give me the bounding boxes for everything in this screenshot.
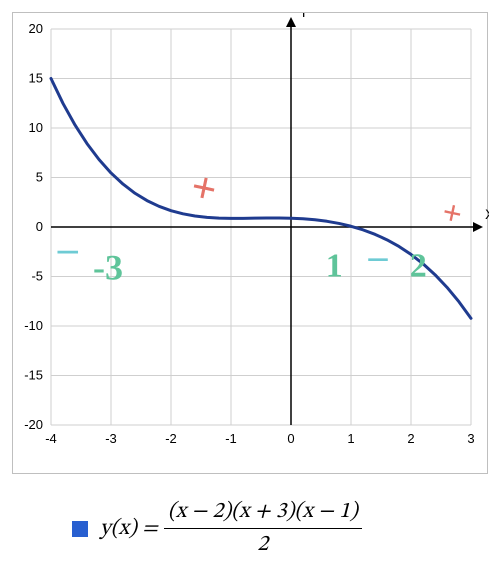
- x-axis-label: X: [485, 206, 489, 222]
- svg-text:10: 10: [29, 120, 43, 135]
- svg-text:-20: -20: [24, 417, 43, 432]
- svg-text:0: 0: [287, 431, 294, 446]
- equation-text: y(x) = (x − 2)(x + 3)(x − 1) 2: [100, 498, 362, 559]
- y-axis-label: Y: [299, 13, 309, 20]
- figure-container: XY-4-3-2-10123-20-15-10-505101520++–-31–…: [0, 0, 500, 571]
- annotation-2: –: [57, 226, 79, 271]
- svg-text:15: 15: [29, 71, 43, 86]
- equation-lhs: y(x) =: [100, 515, 158, 543]
- annotation-0: +: [187, 161, 222, 214]
- equation-numerator: (x − 2)(x + 3)(x − 1): [164, 498, 362, 529]
- legend-swatch: [72, 521, 88, 537]
- chart-frame: XY-4-3-2-10123-20-15-10-505101520++–-31–…: [12, 12, 488, 474]
- svg-text:-2: -2: [165, 431, 177, 446]
- equation-legend: y(x) = (x − 2)(x + 3)(x − 1) 2: [72, 498, 362, 559]
- equation-denominator: 2: [257, 529, 268, 559]
- annotation-6: 2: [410, 248, 427, 285]
- annotation-4: 1: [326, 248, 343, 285]
- svg-text:20: 20: [29, 21, 43, 36]
- annotation-1: +: [439, 194, 466, 234]
- svg-text:1: 1: [347, 431, 354, 446]
- equation-fraction: (x − 2)(x + 3)(x − 1) 2: [164, 498, 362, 559]
- svg-text:-5: -5: [31, 269, 43, 284]
- svg-text:0: 0: [36, 219, 43, 234]
- svg-text:-1: -1: [225, 431, 237, 446]
- svg-text:5: 5: [36, 170, 43, 185]
- svg-text:-15: -15: [24, 368, 43, 383]
- svg-text:-4: -4: [45, 431, 57, 446]
- svg-text:-3: -3: [105, 431, 117, 446]
- annotation-5: –: [368, 236, 389, 278]
- annotation-3: -3: [93, 247, 123, 287]
- svg-text:2: 2: [407, 431, 414, 446]
- chart-svg: XY-4-3-2-10123-20-15-10-505101520++–-31–…: [13, 13, 489, 475]
- svg-text:-10: -10: [24, 318, 43, 333]
- svg-text:3: 3: [467, 431, 474, 446]
